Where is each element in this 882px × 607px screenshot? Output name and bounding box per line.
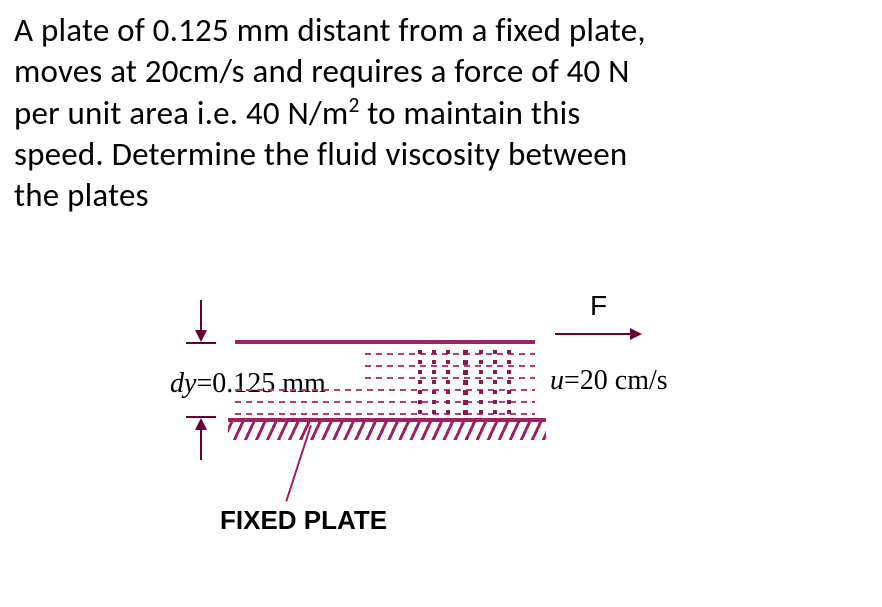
- diagram: dy=0.125 mm: [180, 300, 740, 580]
- dy-symbol: dy: [170, 368, 196, 399]
- u-eq: =: [564, 365, 580, 396]
- hatch-pattern-icon: [228, 422, 546, 440]
- force-label: F: [590, 290, 607, 322]
- fluid-fill-icon: [235, 344, 535, 418]
- u-symbol: u: [550, 365, 564, 396]
- page: A plate of 0.125 mm distant from a fixed…: [0, 0, 882, 607]
- fluid-region: [235, 344, 535, 418]
- force-arrow-icon: [555, 333, 640, 335]
- problem-statement: A plate of 0.125 mm distant from a fixed…: [14, 10, 868, 216]
- dim-arrow-down-icon: [200, 300, 202, 340]
- line-5: the plates: [14, 175, 149, 215]
- line-3-suffix: to maintain this: [360, 93, 581, 133]
- line-2: moves at 20cm/s and requires a force of …: [14, 51, 630, 91]
- dim-arrow-up-icon: [200, 420, 202, 460]
- line-1: A plate of 0.125 mm distant from a fixed…: [14, 10, 646, 50]
- u-value: 20 cm/s: [580, 365, 668, 396]
- line-3-sup: 2: [348, 92, 359, 118]
- fixed-plate-label: FIXED PLATE: [220, 505, 387, 536]
- dim-bar-bottom: [186, 416, 216, 418]
- line-3-prefix: per unit area i.e. 40 N/m: [14, 93, 348, 133]
- fixed-plate-hatch: [228, 422, 546, 440]
- dy-eq: =: [196, 368, 212, 399]
- line-4: speed. Determine the fluid viscosity bet…: [14, 134, 627, 174]
- dim-bar-top: [186, 342, 216, 344]
- velocity-label: u=20 cm/s: [550, 365, 668, 397]
